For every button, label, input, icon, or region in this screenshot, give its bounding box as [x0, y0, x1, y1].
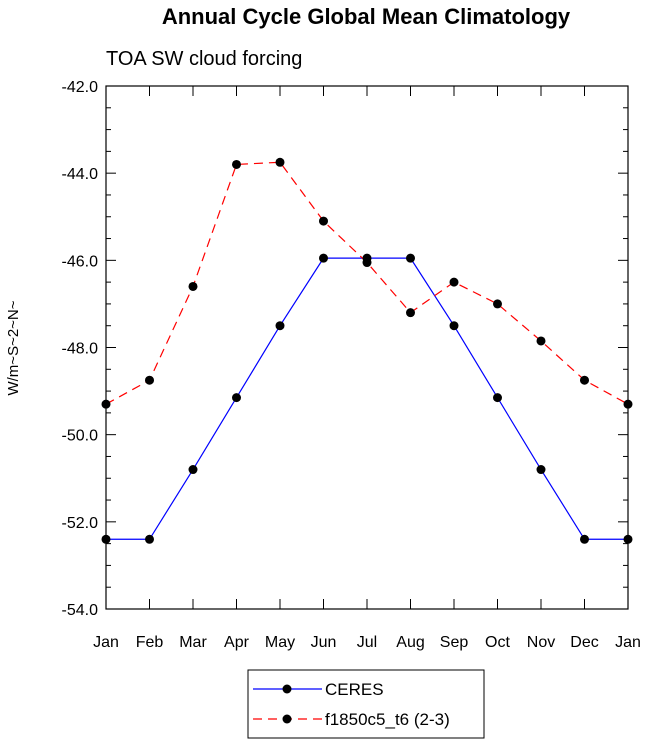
series-layer [101, 157, 633, 544]
legend-label-f1850c5: f1850c5_t6 (2-3) [325, 710, 450, 729]
x-tick-label: Dec [570, 634, 598, 651]
y-tick-label: -52.0 [62, 515, 99, 532]
x-tick-label: Feb [136, 634, 164, 651]
series-0-point [232, 393, 241, 403]
x-tick-label: Oct [485, 634, 510, 651]
legend-label-ceres: CERES [325, 680, 384, 699]
series-0-point [145, 534, 154, 544]
y-tick-label: -42.0 [62, 79, 99, 96]
y-axis-label: W/m~S~2~N~ [5, 300, 22, 395]
series-0-point [580, 534, 589, 544]
series-1-point [449, 277, 459, 287]
y-ticks: -42.0 -44.0 -46.0 -48.0 -50.0 -52.0 -54.0 [62, 79, 628, 619]
x-ticks: Jan Feb Mar Apr May Jun Jul Aug Sep Oct Nov Dec Jan [93, 86, 641, 651]
series-1-point [362, 258, 372, 268]
x-tick-label: Jan [93, 634, 119, 651]
series-0-point [493, 393, 502, 403]
minor-ticks [106, 107, 628, 588]
legend-marker-ceres [282, 684, 292, 694]
series-0-point [406, 253, 415, 263]
y-tick-label: -46.0 [62, 253, 99, 270]
series-0-point [319, 253, 328, 263]
series-line-1 [105, 161, 629, 405]
y-tick-label: -50.0 [62, 428, 99, 445]
series-1-point [101, 399, 111, 409]
x-tick-label: Jul [357, 634, 377, 651]
x-tick-label: Aug [396, 634, 424, 651]
legend-marker-f1850c5 [282, 714, 292, 724]
series-1-point [319, 216, 328, 226]
x-tick-label: Mar [179, 634, 207, 651]
legend-box [247, 669, 485, 739]
series-1-point [580, 375, 589, 385]
series-0-point [536, 465, 546, 475]
series-0-point [623, 534, 633, 544]
series-0-point [275, 321, 285, 331]
plot-frame [105, 85, 629, 610]
series-1-point [232, 159, 241, 169]
chart-title: Annual Cycle Global Mean Climatology [162, 4, 571, 29]
y-tick-label: -48.0 [62, 341, 99, 358]
series-1-point [406, 308, 415, 318]
series-1-point [188, 281, 198, 291]
series-0-point [101, 534, 111, 544]
x-tick-label: Jan [615, 634, 641, 651]
x-tick-label: Sep [440, 634, 469, 651]
series-0-point [449, 321, 459, 331]
series-1-point [275, 157, 285, 167]
series-1-point [536, 336, 546, 346]
series-line-0 [106, 257, 628, 540]
series-1-point [493, 299, 502, 309]
series-1-point [145, 375, 154, 385]
series-0-point [188, 465, 198, 475]
chart-subtitle: TOA SW cloud forcing [106, 48, 302, 70]
y-tick-label: -54.0 [62, 602, 99, 619]
legend: CERES f1850c5_t6 (2-3) [247, 669, 485, 739]
y-tick-label: -44.0 [62, 166, 99, 183]
x-tick-label: Jun [311, 634, 337, 651]
x-tick-label: Nov [527, 634, 555, 651]
x-tick-label: May [265, 634, 295, 651]
series-1-point [623, 399, 633, 409]
x-tick-label: Apr [224, 634, 250, 651]
